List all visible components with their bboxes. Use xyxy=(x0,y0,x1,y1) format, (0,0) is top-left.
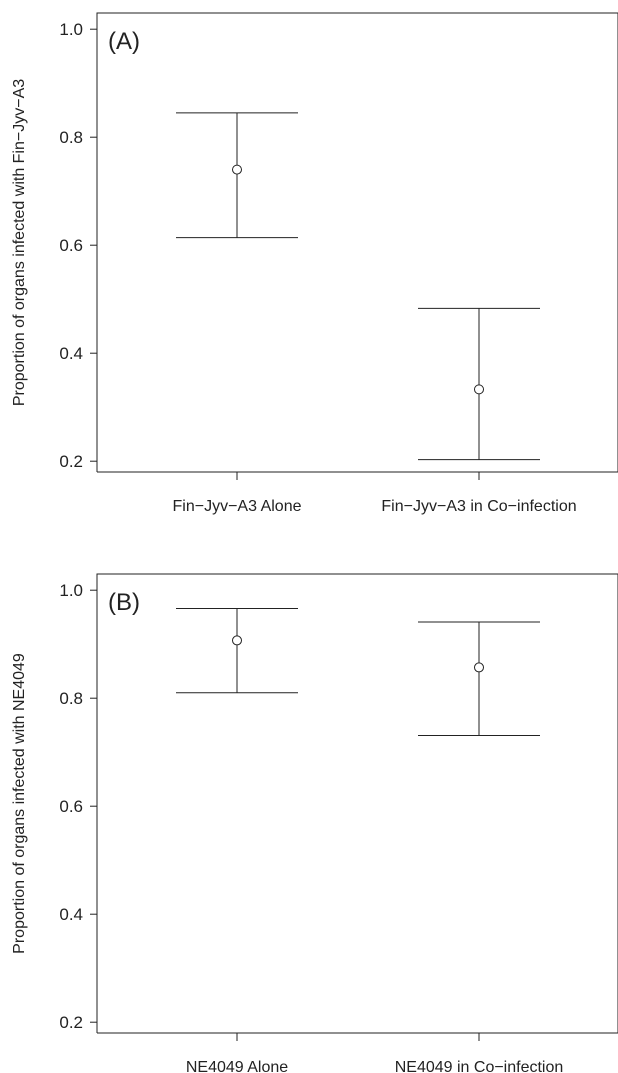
y-tick-label: 0.4 xyxy=(59,344,83,363)
y-tick-label: 0.4 xyxy=(59,905,83,924)
data-point xyxy=(232,635,242,646)
y-axis-label: Proportion of organs infected with Fin−J… xyxy=(11,79,28,406)
x-tick-label: Fin−Jyv−A3 in Co−infection xyxy=(381,498,576,515)
y-tick-label: 1.0 xyxy=(59,20,83,39)
data-point xyxy=(474,384,484,395)
x-tick-label: NE4049 in Co−infection xyxy=(395,1059,564,1073)
data-point xyxy=(232,164,242,175)
y-tick-label: 0.8 xyxy=(59,128,83,147)
error-bar xyxy=(176,112,298,239)
panel-label: (B) xyxy=(108,589,140,616)
error-bar xyxy=(418,621,540,736)
plot-frame xyxy=(96,573,618,1033)
panel-a: 0.2 0.4 0.6 0.8 1.0 Proportion of organs infe… xyxy=(11,12,618,515)
y-tick-label: 0.8 xyxy=(59,689,83,708)
data-point xyxy=(474,662,484,673)
y-tick-label: 1.0 xyxy=(59,581,83,600)
y-tick-label: 0.6 xyxy=(59,236,83,255)
panel-label: (A) xyxy=(108,28,140,55)
y-tick-label: 0.2 xyxy=(59,1013,83,1032)
y-axis-label: Proportion of organs infected with NE404… xyxy=(11,653,28,954)
x-tick-label: Fin−Jyv−A3 Alone xyxy=(173,498,302,515)
y-tick-label: 0.2 xyxy=(59,452,83,471)
error-bar xyxy=(418,307,540,461)
y-tick-label: 0.6 xyxy=(59,797,83,816)
error-bar xyxy=(176,608,298,694)
plot-frame xyxy=(96,12,618,472)
panel-b: 0.2 0.4 0.6 0.8 1.0 Proportion of organs infe… xyxy=(11,573,618,1073)
x-tick-label: NE4049 Alone xyxy=(186,1059,288,1073)
